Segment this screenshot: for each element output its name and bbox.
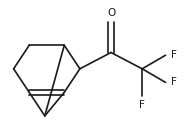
Text: O: O	[107, 8, 115, 18]
Text: F: F	[171, 50, 177, 60]
Text: F: F	[139, 100, 145, 110]
Text: F: F	[171, 77, 177, 87]
